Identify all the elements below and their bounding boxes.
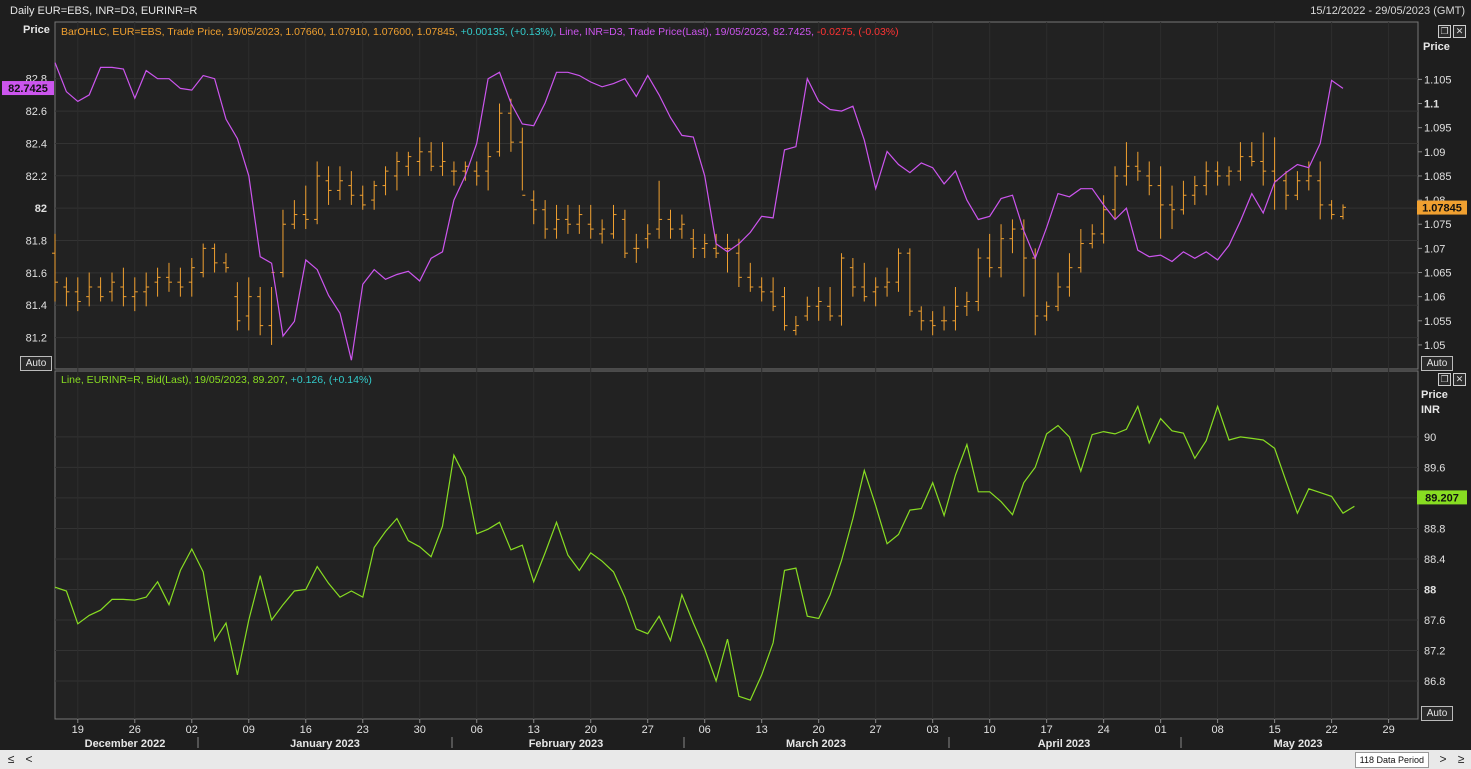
top-panel [54, 21, 1419, 370]
right-tick-label: 1.105 [1424, 74, 1452, 86]
x-tick-label: 20 [585, 724, 597, 736]
left-tick-label: 82.6 [26, 106, 47, 118]
month-label: April 2023 [1038, 738, 1091, 750]
x-tick-label: 24 [1098, 724, 1110, 736]
scroll-far-left-button[interactable]: ≤ [7, 752, 15, 766]
x-tick-label: 13 [528, 724, 540, 736]
chart-canvas: PricePricePriceINR82.882.682.482.28281.8… [2, 21, 1467, 750]
left-tick-label: 81.4 [26, 300, 47, 312]
auto-scale-bottom[interactable]: Auto [1421, 706, 1453, 721]
x-tick-label: 29 [1382, 724, 1394, 736]
right-axis-title: Price [1423, 41, 1450, 53]
bottom-legend: Line, EURINR=R, Bid(Last), 19/05/2023, 8… [61, 374, 372, 386]
x-tick-label: 19 [72, 724, 84, 736]
date-range: 15/12/2022 - 29/05/2023 (GMT) [1310, 5, 1465, 17]
top-legend: BarOHLC, EUR=EBS, Trade Price, 19/05/202… [61, 26, 899, 38]
scroll-left-button[interactable]: < [25, 752, 33, 766]
bottom-axis-title: Price [1421, 389, 1448, 401]
eurinr-last-badge-bg [1417, 490, 1467, 505]
eur-last-badge: 1.07845 [1422, 203, 1462, 215]
bottom-tick-label: 89.6 [1424, 462, 1445, 474]
x-tick-label: 03 [927, 724, 939, 736]
inr-series-line [54, 62, 1344, 361]
x-tick-label: 06 [471, 724, 483, 736]
month-label: December 2022 [85, 738, 166, 750]
eurinr-series-line [54, 404, 1355, 701]
eurinr-last-badge: 89.207 [1425, 492, 1459, 504]
inr-last-badge: 82.7425 [8, 83, 48, 95]
month-label: March 2023 [786, 738, 846, 750]
right-tick-label: 1.1 [1424, 99, 1439, 111]
auto-scale-right[interactable]: Auto [1421, 356, 1453, 371]
x-tick-label: 08 [1211, 724, 1223, 736]
bottom-panel [54, 370, 1419, 720]
right-tick-label: 1.055 [1424, 316, 1452, 328]
right-tick-label: 1.07 [1424, 243, 1445, 255]
x-tick-label: 20 [813, 724, 825, 736]
x-tick-label: 13 [756, 724, 768, 736]
eur-last-badge-bg [1417, 200, 1467, 215]
restore-icon[interactable]: ❐ [1438, 25, 1451, 38]
x-tick-label: 01 [1155, 724, 1167, 736]
x-tick-label: 27 [870, 724, 882, 736]
inr-last-badge-bg [2, 81, 54, 96]
right-tick-label: 1.065 [1424, 268, 1452, 280]
bottom-tick-label: 86.8 [1424, 676, 1445, 688]
x-tick-label: 09 [243, 724, 255, 736]
x-tick-label: 30 [414, 724, 426, 736]
close-icon[interactable]: ✕ [1453, 25, 1466, 38]
x-tick-label: 15 [1268, 724, 1280, 736]
bottom-tick-label: 90 [1424, 432, 1436, 444]
left-tick-label: 81.2 [26, 333, 47, 345]
left-tick-label: 81.6 [26, 268, 47, 280]
restore-icon-bottom[interactable]: ❐ [1438, 373, 1451, 386]
x-tick-label: 23 [357, 724, 369, 736]
bottom-tick-label: 88.4 [1424, 554, 1445, 566]
x-tick-label: 02 [186, 724, 198, 736]
bottom-tick-label: 88.8 [1424, 523, 1445, 535]
x-tick-label: 17 [1041, 724, 1053, 736]
left-axis-title: Price [23, 24, 50, 36]
x-tick-label: 22 [1325, 724, 1337, 736]
x-tick-label: 26 [129, 724, 141, 736]
month-label: May 2023 [1274, 738, 1323, 750]
auto-scale-left[interactable]: Auto [20, 356, 52, 371]
right-tick-label: 1.085 [1424, 171, 1452, 183]
bottom-tick-label: 87.2 [1424, 645, 1445, 657]
chart-title: Daily EUR=EBS, INR=D3, EURINR=R [10, 5, 198, 17]
scroll-right-button[interactable]: > [1439, 752, 1447, 766]
left-tick-label: 81.8 [26, 236, 47, 248]
scroll-far-right-button[interactable]: ≥ [1457, 752, 1465, 766]
x-tick-label: 16 [300, 724, 312, 736]
x-tick-label: 06 [699, 724, 711, 736]
right-tick-label: 1.095 [1424, 123, 1452, 135]
left-tick-label: 82.4 [26, 138, 47, 150]
left-tick-label: 82 [35, 203, 47, 215]
x-tick-label: 27 [642, 724, 654, 736]
data-period-count[interactable]: 118 Data Period [1354, 752, 1429, 768]
right-tick-label: 1.05 [1424, 340, 1445, 352]
chart-header: Daily EUR=EBS, INR=D3, EURINR=R 15/12/20… [0, 0, 1471, 22]
right-tick-label: 1.075 [1424, 219, 1452, 231]
close-icon-bottom[interactable]: ✕ [1453, 373, 1466, 386]
right-tick-label: 1.09 [1424, 147, 1445, 159]
month-label: January 2023 [290, 738, 360, 750]
bottom-tick-label: 87.6 [1424, 615, 1445, 627]
right-tick-label: 1.06 [1424, 292, 1445, 304]
bottom-axis-unit: INR [1421, 404, 1440, 416]
left-tick-label: 82.2 [26, 171, 47, 183]
time-scrollbar[interactable]: ≤ < 118 Data Period > ≥ [0, 750, 1471, 769]
bottom-tick-label: 88 [1424, 584, 1436, 596]
month-label: February 2023 [529, 738, 604, 750]
x-tick-label: 10 [984, 724, 996, 736]
